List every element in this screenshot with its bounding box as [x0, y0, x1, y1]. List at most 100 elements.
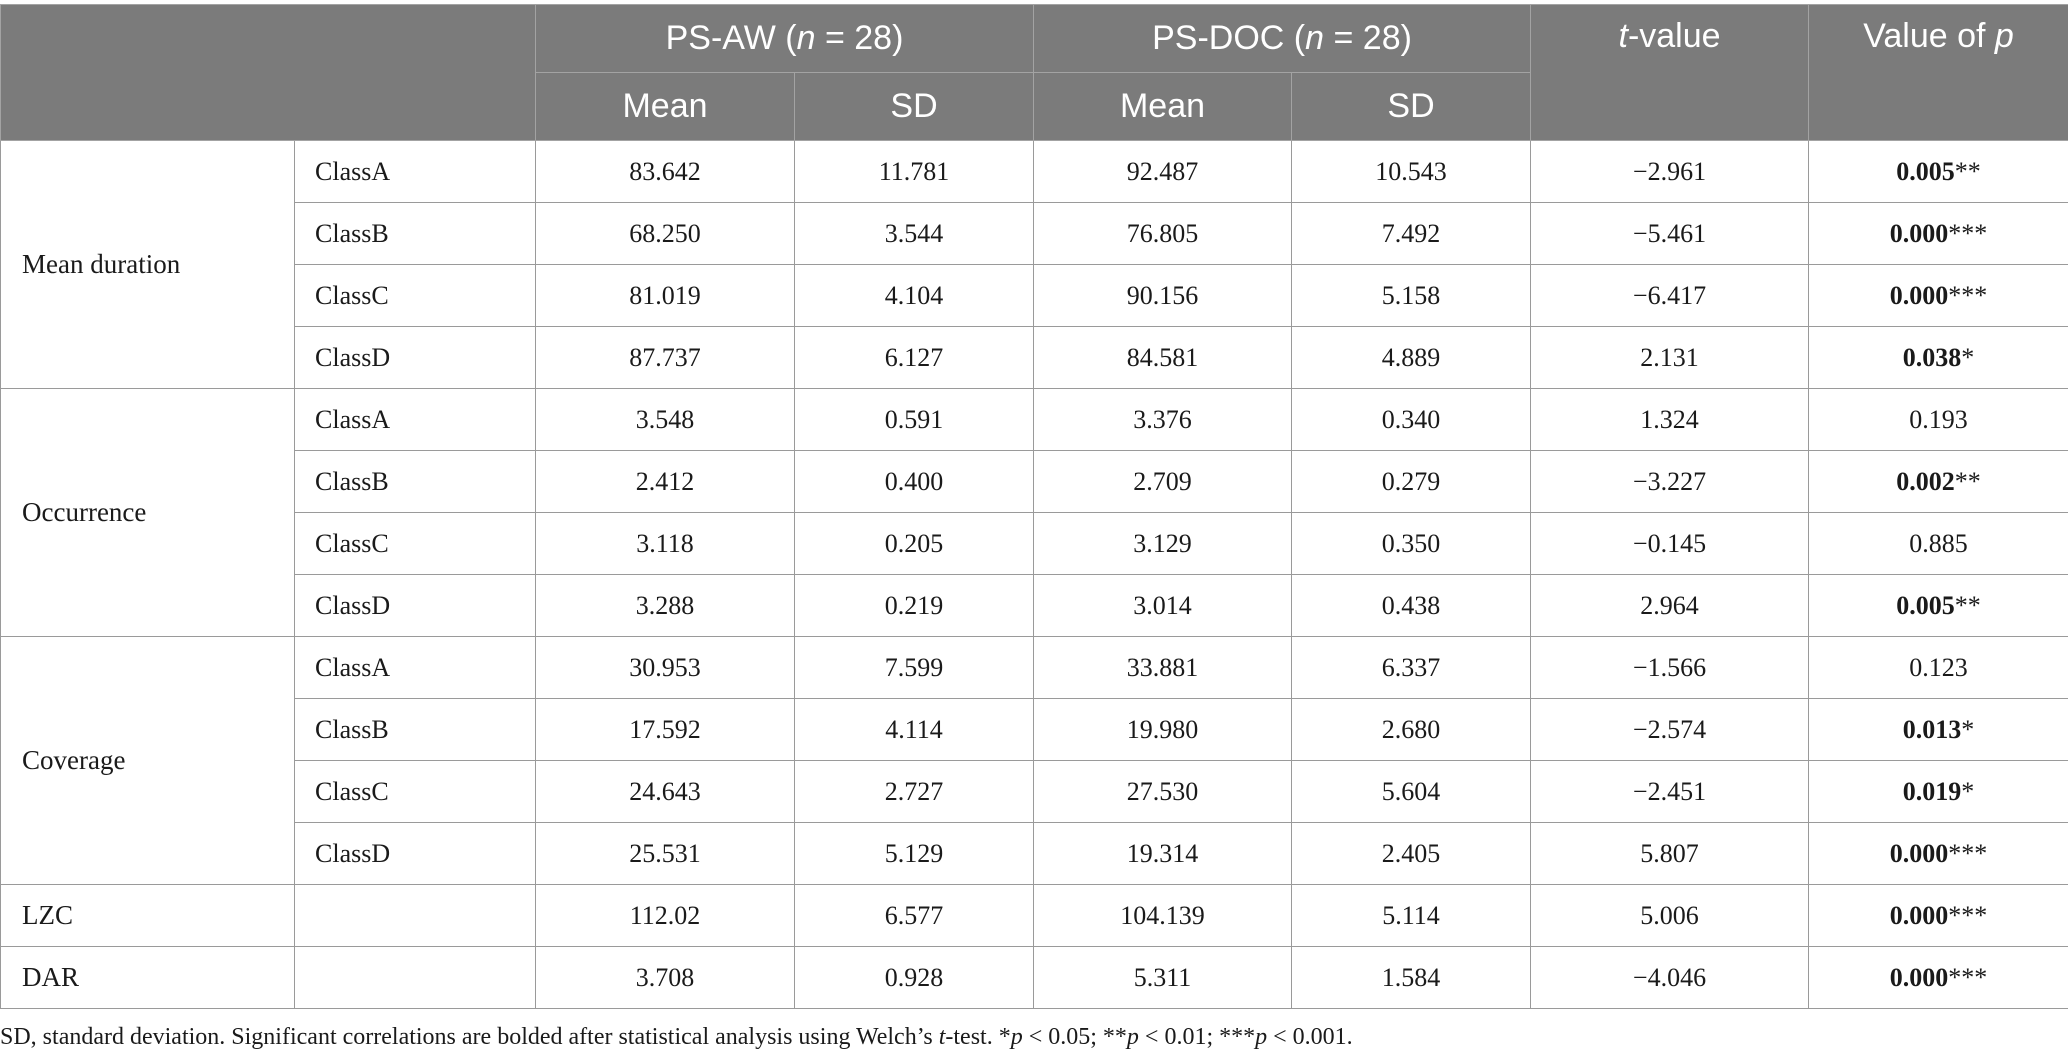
- header-row-top: PS-AW (n = 28) PS-DOC (n = 28) t-value V…: [0, 4, 2068, 141]
- header-p-value: Value of p: [1808, 4, 2068, 141]
- table-row: ClassC 81.019 4.104 90.156 5.158 −6.417 0.000*…: [1, 264, 2068, 327]
- footnote-p-var-3: p: [1255, 1024, 1268, 1050]
- header-doc-sd: SD: [1291, 72, 1532, 141]
- p-value-cell: 0.000***: [1808, 884, 2068, 947]
- significance-stars: **: [1954, 156, 1981, 186]
- class-cell: ClassA: [294, 388, 536, 451]
- ps-aw-mean-cell: 25.531: [535, 822, 795, 885]
- header-t-var: t: [1618, 17, 1628, 55]
- ps-aw-sd-cell: 2.727: [793, 760, 1035, 823]
- p-value-number: 0.005: [1896, 156, 1955, 186]
- ps-doc-sd-cell: 0.350: [1291, 512, 1532, 575]
- table-row: ClassB 17.592 4.114 19.980 2.680 −2.574 0.013*: [1, 698, 2068, 761]
- p-value-cell: 0.005**: [1808, 574, 2068, 637]
- ps-doc-sd-cell: 0.438: [1291, 574, 1532, 637]
- ps-aw-mean-cell: 3.118: [535, 512, 795, 575]
- header-ps-aw-label: PS-AW (: [665, 19, 797, 57]
- ps-doc-mean-cell: 33.881: [1033, 636, 1293, 699]
- header-blank-cell: [0, 4, 536, 141]
- ps-doc-sd-cell: 2.405: [1291, 822, 1532, 885]
- table-row: ClassC 3.118 0.205 3.129 0.350 −0.145 0.885: [1, 512, 2068, 575]
- t-value-cell: 2.131: [1530, 326, 1810, 389]
- p-value-cell: 0.019*: [1808, 760, 2068, 823]
- ps-aw-sd-cell: 3.544: [793, 202, 1035, 265]
- t-value-cell: 5.006: [1530, 884, 1810, 947]
- footnote-t-var: t: [938, 1024, 946, 1050]
- ps-aw-mean-cell: 3.548: [535, 388, 795, 451]
- p-value-cell: 0.002**: [1808, 450, 2068, 513]
- ps-doc-sd-cell: 6.337: [1291, 636, 1532, 699]
- footnote-text-3: < 0.05; **: [1022, 1024, 1127, 1050]
- t-value-cell: −0.145: [1530, 512, 1810, 575]
- class-cell: ClassA: [294, 140, 536, 203]
- p-value-number: 0.193: [1909, 404, 1968, 434]
- class-cell: ClassB: [294, 450, 536, 513]
- header-aw-mean: Mean: [535, 72, 795, 141]
- p-value-cell: 0.885: [1808, 512, 2068, 575]
- ps-doc-mean-cell: 3.376: [1033, 388, 1293, 451]
- t-value-cell: −2.451: [1530, 760, 1810, 823]
- table-row: ClassB 68.250 3.544 76.805 7.492 −5.461 0.000*…: [1, 202, 2068, 265]
- t-value-cell: 2.964: [1530, 574, 1810, 637]
- header-ps-aw: PS-AW (n = 28): [534, 4, 1035, 73]
- class-cell: ClassB: [294, 202, 536, 265]
- ps-doc-sd-cell: 5.158: [1291, 264, 1532, 327]
- ps-aw-sd-cell: 0.928: [793, 946, 1035, 1009]
- p-value-cell: 0.123: [1808, 636, 2068, 699]
- class-cell: ClassC: [294, 512, 536, 575]
- significance-stars: ***: [1948, 962, 1988, 992]
- group-label: Mean duration: [0, 140, 295, 389]
- table-header: PS-AW (n = 28) PS-DOC (n = 28) t-value V…: [0, 4, 2068, 141]
- t-value-cell: −2.574: [1530, 698, 1810, 761]
- ps-aw-mean-cell: 2.412: [535, 450, 795, 513]
- p-value-number: 0.038: [1902, 342, 1962, 372]
- ps-aw-sd-cell: 7.599: [793, 636, 1035, 699]
- p-value-number: 0.123: [1909, 652, 1968, 682]
- ps-aw-mean-cell: 17.592: [535, 698, 795, 761]
- t-value-cell: 5.807: [1530, 822, 1810, 885]
- p-value-cell: 0.038*: [1808, 326, 2068, 389]
- ps-doc-mean-cell: 92.487: [1033, 140, 1293, 203]
- ps-aw-mean-cell: 83.642: [535, 140, 795, 203]
- footnote-p-var-1: p: [1010, 1024, 1023, 1050]
- header-ps-doc-label: PS-DOC (: [1152, 19, 1306, 57]
- p-value-cell: 0.000***: [1808, 822, 2068, 885]
- significance-stars: ***: [1948, 900, 1988, 930]
- ps-doc-sd-cell: 0.340: [1291, 388, 1532, 451]
- ps-aw-sd-cell: 4.104: [793, 264, 1035, 327]
- table-row: Occurrence ClassA 3.548 0.591 3.376 0.340 1.32…: [0, 388, 2068, 637]
- group-label: LZC: [0, 884, 295, 947]
- class-cell: [294, 946, 536, 1009]
- ps-doc-sd-cell: 5.604: [1291, 760, 1532, 823]
- table-row: ClassD 25.531 5.129 19.314 2.405 5.807 0.000**…: [1, 822, 2068, 885]
- p-value-cell: 0.013*: [1808, 698, 2068, 761]
- table-row: ClassC 24.643 2.727 27.530 5.604 −2.451 0.019*: [1, 760, 2068, 823]
- ps-aw-sd-cell: 11.781: [793, 140, 1035, 203]
- table-body: Mean duration ClassA 83.642 11.781 92.487 10.…: [0, 140, 2068, 1009]
- p-value-number: 0.885: [1909, 528, 1968, 558]
- p-value-cell: 0.000***: [1808, 202, 2068, 265]
- significance-stars: *: [1961, 776, 1975, 806]
- ps-doc-sd-cell: 4.889: [1291, 326, 1532, 389]
- header-p-text: Value of: [1863, 17, 1995, 55]
- footnote-text-5: < 0.001.: [1267, 1024, 1353, 1050]
- significance-stars: **: [1954, 590, 1981, 620]
- header-t-value: t-value: [1530, 4, 1810, 141]
- header-doc-mean: Mean: [1033, 72, 1293, 141]
- class-cell: ClassD: [294, 822, 536, 885]
- ps-doc-mean-cell: 104.139: [1033, 884, 1293, 947]
- table-row: DAR 3.708 0.928 5.311 1.584 −4.046 0.000***: [0, 946, 2068, 1009]
- footnote-text-2: -test. *: [945, 1024, 1011, 1050]
- p-value-number: 0.019: [1902, 776, 1962, 806]
- p-value-number: 0.000: [1889, 962, 1949, 992]
- ps-doc-mean-cell: 19.980: [1033, 698, 1293, 761]
- p-value-cell: 0.005**: [1808, 140, 2068, 203]
- p-value-cell: 0.000***: [1808, 264, 2068, 327]
- class-cell: ClassC: [294, 760, 536, 823]
- ps-aw-sd-cell: 4.114: [793, 698, 1035, 761]
- table-row: ClassD 3.288 0.219 3.014 0.438 2.964 0.005**: [1, 574, 2068, 637]
- table-row: LZC 112.02 6.577 104.139 5.114 5.006 0.000***: [0, 884, 2068, 947]
- class-cell: ClassD: [294, 326, 536, 389]
- group-label: Coverage: [0, 636, 295, 885]
- t-value-cell: −2.961: [1530, 140, 1810, 203]
